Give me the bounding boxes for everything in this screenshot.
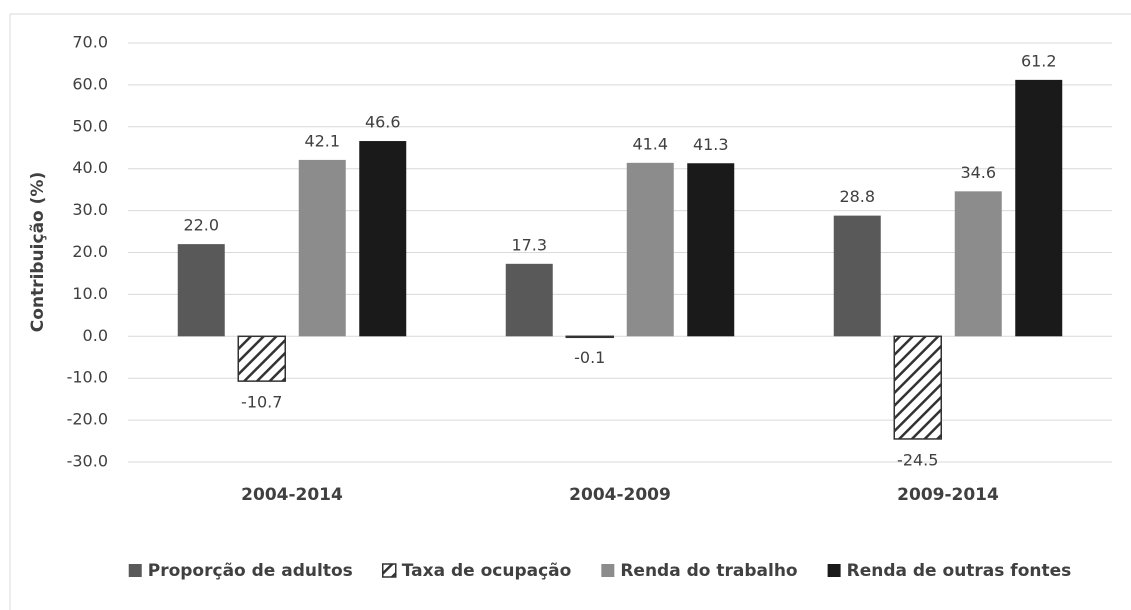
bar — [177, 244, 225, 337]
value-label: -0.1 — [574, 348, 605, 367]
x-tick-label: 2004-2014 — [241, 485, 343, 505]
bar — [893, 335, 942, 440]
x-tick-label: 2009-2014 — [897, 485, 999, 505]
legend-label: Proporção de adultos — [148, 561, 353, 581]
bar — [1015, 79, 1063, 337]
value-label: 61.2 — [1021, 51, 1057, 70]
legend-swatch — [601, 564, 615, 577]
bar — [505, 263, 553, 337]
legend-label: Taxa de ocupação — [402, 561, 572, 581]
value-label: 41.3 — [693, 135, 729, 154]
legend-label: Renda de outras fontes — [847, 561, 1072, 581]
bar — [359, 141, 407, 337]
value-label: -24.5 — [897, 450, 938, 469]
legend-swatch — [128, 564, 142, 577]
legend-label: Renda do trabalho — [620, 561, 797, 581]
value-label: 28.8 — [839, 187, 875, 206]
bar — [954, 191, 1002, 337]
y-tick-label: -10.0 — [67, 368, 108, 387]
value-label: -10.7 — [241, 393, 282, 412]
value-label: 46.6 — [365, 113, 401, 132]
y-tick-label: 40.0 — [72, 158, 108, 177]
y-tick-label: 0.0 — [83, 326, 108, 345]
y-tick-label: -20.0 — [67, 410, 108, 429]
bar — [833, 215, 881, 337]
bar — [687, 163, 735, 337]
bar — [237, 335, 286, 382]
value-label: 42.1 — [304, 131, 340, 150]
value-label: 22.0 — [183, 216, 219, 235]
y-tick-label: 30.0 — [72, 200, 108, 219]
value-label: 41.4 — [632, 134, 668, 153]
chart-frame — [9, 13, 1131, 610]
y-tick-label: -30.0 — [67, 452, 108, 471]
y-tick-label: 10.0 — [72, 284, 108, 303]
bar — [626, 162, 674, 337]
y-tick-label: 70.0 — [72, 33, 108, 52]
y-axis-label: Contribuição (%) — [28, 172, 48, 332]
y-tick-label: 50.0 — [72, 116, 108, 135]
x-tick-label: 2004-2009 — [569, 485, 671, 505]
bar — [565, 335, 614, 339]
y-tick-label: 60.0 — [72, 74, 108, 93]
y-tick-label: 20.0 — [72, 242, 108, 261]
legend-swatch — [382, 563, 397, 578]
value-label: 34.6 — [960, 163, 996, 182]
bar — [298, 159, 346, 337]
legend-swatch — [827, 564, 841, 577]
value-label: 17.3 — [511, 235, 547, 254]
